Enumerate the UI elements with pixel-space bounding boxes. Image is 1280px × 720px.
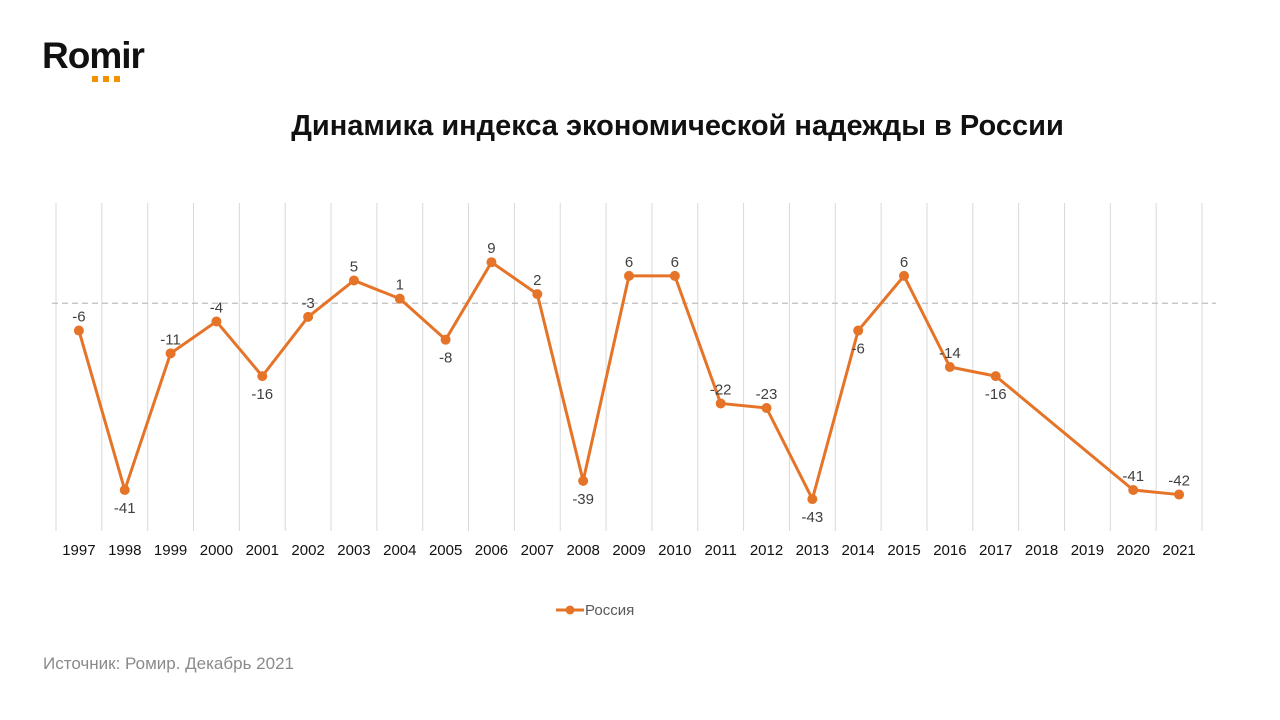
x-tick-label: 2016 (933, 542, 966, 559)
data-point (211, 316, 222, 327)
x-tick-label: 2004 (383, 542, 416, 559)
x-tick-label: 2012 (750, 542, 783, 559)
x-tick-label: 1999 (154, 542, 187, 559)
x-tick-label: 2018 (1025, 542, 1058, 559)
x-tick-label: 1998 (108, 542, 141, 559)
x-tick-label: 2010 (658, 542, 691, 559)
data-label: -16 (985, 386, 1007, 403)
data-point (257, 371, 268, 382)
data-label: -42 (1168, 473, 1190, 490)
data-label: 5 (350, 258, 358, 275)
data-point (165, 348, 176, 359)
x-tick-label: 2006 (475, 542, 508, 559)
data-label: -3 (301, 295, 314, 312)
x-tick-label: 2000 (200, 542, 233, 559)
x-tick-label: 2014 (842, 542, 875, 559)
data-label: -22 (710, 381, 732, 398)
data-point (73, 325, 84, 336)
data-label: -41 (1122, 468, 1144, 485)
data-point (899, 270, 910, 281)
data-point (853, 325, 864, 336)
data-point (807, 494, 818, 505)
data-label: 1 (396, 277, 404, 294)
x-tick-label: 2007 (521, 542, 554, 559)
x-tick-label: 2015 (887, 542, 920, 559)
logo-text: Romir (42, 35, 145, 76)
x-tick-label: 2013 (796, 542, 829, 559)
data-point (303, 311, 314, 322)
data-point (578, 475, 589, 486)
logo-dot (114, 76, 120, 82)
x-tick-label: 2017 (979, 542, 1012, 559)
x-tick-label: 2020 (1117, 542, 1150, 559)
data-point (624, 270, 634, 281)
x-tick-labels: 1997 1998 1999 2000 2001 2002 2003 2004 2005 2006… (62, 542, 1196, 559)
data-label: -4 (210, 299, 223, 316)
x-tick-label: 2011 (705, 542, 737, 559)
data-label: -11 (160, 331, 181, 348)
data-label: -6 (852, 341, 865, 358)
legend: Россия (556, 602, 634, 619)
data-point (119, 485, 130, 495)
data-point (990, 371, 1001, 382)
series-layer: -6 -41 -11 -4 -16 -3 5 1 -8 9 2 -39 6 6 -22 -23 -43 -6 6 -1… (72, 240, 1190, 526)
data-point (715, 398, 726, 409)
x-tick-label: 1997 (62, 542, 95, 559)
data-label: -23 (756, 386, 778, 403)
x-tick-label: 2003 (337, 542, 370, 559)
data-label: -6 (72, 309, 85, 326)
legend-marker (565, 605, 575, 615)
data-label: -43 (802, 509, 824, 526)
logo-dot (92, 76, 98, 82)
x-tick-label: 2001 (246, 542, 279, 559)
data-point (944, 362, 955, 372)
data-point (348, 275, 359, 286)
series-line (77, 260, 1180, 501)
chart-title: Динамика индекса экономической надежды в… (291, 110, 1064, 142)
data-label: 6 (625, 254, 633, 271)
data-label: 6 (671, 254, 679, 271)
data-point (761, 403, 772, 413)
data-point (1128, 485, 1139, 495)
x-tick-label: 2019 (1071, 542, 1104, 559)
data-label: 2 (533, 272, 541, 289)
data-label: -39 (572, 491, 594, 508)
x-tick-label: 2005 (429, 542, 462, 559)
data-point (440, 334, 451, 345)
data-label: -16 (251, 386, 273, 403)
data-label: 9 (487, 240, 495, 257)
data-label: -41 (114, 500, 136, 517)
data-point (394, 293, 405, 304)
data-label: 6 (900, 254, 908, 271)
legend-label: Россия (585, 602, 634, 619)
x-tick-label: 2021 (1162, 542, 1195, 559)
grid-layer (55, 203, 1203, 531)
data-label: -14 (939, 345, 961, 362)
x-tick-label: 2008 (566, 542, 599, 559)
data-point (1174, 489, 1185, 500)
data-point (532, 289, 543, 300)
source-note: Источник: Ромир. Декабрь 2021 (43, 654, 294, 673)
logo-dot (103, 76, 109, 82)
romir-logo: Romir (42, 35, 145, 82)
data-point (486, 257, 497, 268)
data-point (669, 270, 680, 281)
x-tick-label: 2009 (612, 542, 645, 559)
data-label: -8 (439, 350, 452, 367)
x-tick-label: 2002 (291, 542, 324, 559)
